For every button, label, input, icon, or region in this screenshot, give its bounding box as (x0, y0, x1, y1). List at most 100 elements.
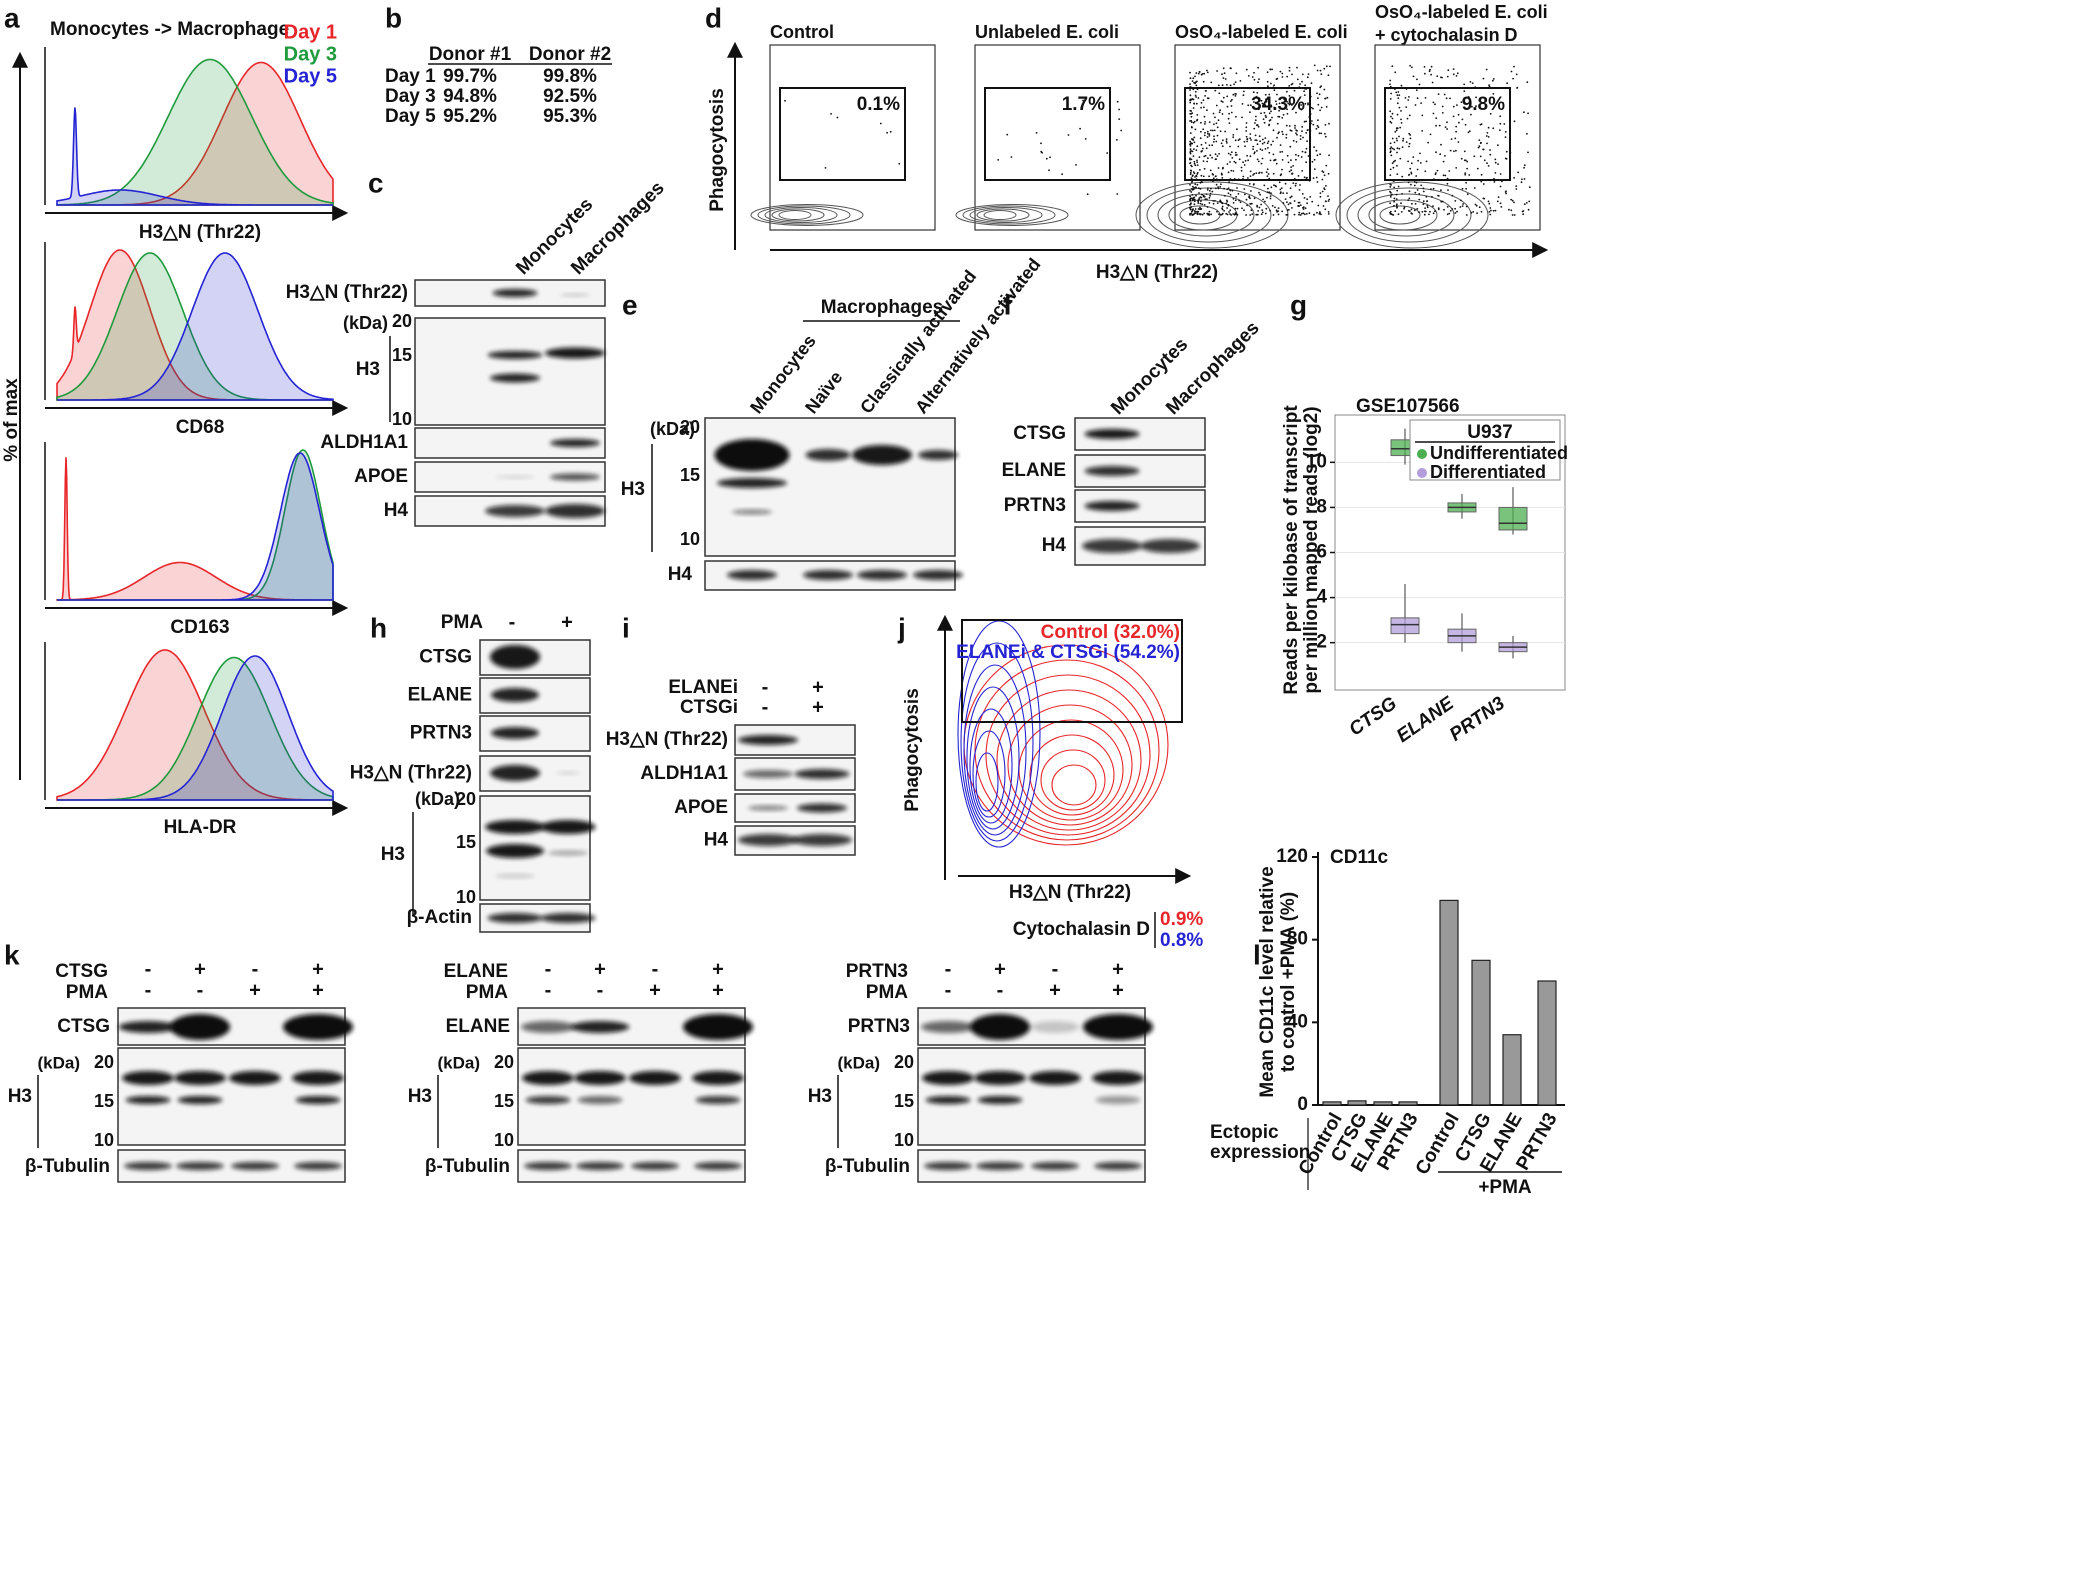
event-dot (1454, 200, 1457, 202)
event-dot (1455, 75, 1458, 77)
event-dot (1277, 213, 1280, 216)
event-dot (1234, 154, 1237, 156)
event-dot (1189, 150, 1192, 153)
event-dot (1193, 141, 1196, 144)
event-dot (1207, 157, 1209, 160)
histogram (56, 58, 334, 206)
event-dot (1415, 175, 1418, 177)
event-dot (1194, 176, 1196, 178)
event-dot (1232, 93, 1235, 96)
event-dot (1197, 202, 1200, 205)
plot-frame (974, 44, 1141, 231)
event-dot (1189, 140, 1191, 143)
event-dot (1396, 173, 1399, 176)
label: 10 (456, 887, 476, 907)
blot-band (521, 1021, 575, 1033)
event-dot (1504, 157, 1507, 160)
event-dot (1396, 147, 1399, 150)
event-dot (1281, 72, 1284, 75)
event-dot (1426, 200, 1428, 203)
label: OsO₄-labeled E. coli (1375, 2, 1548, 22)
event-dot (1328, 198, 1331, 201)
event-dot (1255, 139, 1258, 142)
label: 10 (94, 1130, 114, 1150)
blot-band (1140, 539, 1200, 553)
event-dot (1437, 195, 1440, 197)
contour (983, 210, 1017, 220)
event-dot (1426, 206, 1429, 209)
event-dot (1396, 189, 1399, 192)
event-dot (1454, 212, 1457, 214)
event-dot (1297, 175, 1300, 177)
event-dot (1230, 111, 1233, 114)
label: PRTN3 (848, 1016, 910, 1037)
event-dot (1222, 77, 1225, 79)
contour (974, 659, 1160, 841)
event-dot (1397, 185, 1400, 188)
event-dot (1323, 67, 1326, 70)
event-dot (1189, 145, 1192, 147)
event-dot (1199, 181, 1202, 184)
label: H4 (384, 500, 409, 521)
event-dot (1258, 135, 1261, 138)
event-dot (1249, 104, 1252, 107)
event-dot (1513, 177, 1515, 179)
label: H3 (621, 479, 645, 500)
event-dot (1435, 124, 1437, 127)
label: 10 (494, 1130, 514, 1150)
event-dot (1489, 213, 1492, 216)
event-dot (1269, 68, 1272, 71)
event-dot (1477, 146, 1480, 149)
event-dot (1256, 213, 1259, 216)
event-dot (1222, 96, 1225, 99)
event-dot (1319, 69, 1322, 72)
event-dot (1245, 130, 1248, 132)
event-dot (1215, 187, 1217, 190)
event-dot (1416, 168, 1419, 171)
event-dot (1218, 153, 1220, 155)
event-dot (1209, 194, 1211, 197)
axis-title: per million mapped reads (log2) (1301, 406, 1322, 693)
event-dot (1424, 210, 1426, 213)
event-dot (1232, 170, 1235, 172)
blot-band (122, 1071, 174, 1085)
label: - (652, 958, 659, 980)
event-dot (1434, 103, 1436, 106)
legend-entry: ELANEi & CTSGi (54.2%) (956, 642, 1180, 663)
event-dot (1492, 78, 1495, 80)
event-dot (1248, 87, 1251, 90)
event-dot (1408, 173, 1410, 176)
x-tick-label: PRTN3 (1446, 693, 1509, 746)
event-dot (1457, 141, 1460, 143)
x-tick-label: ELANE (1393, 692, 1459, 747)
contour (1007, 704, 1133, 826)
event-dot (1303, 94, 1306, 96)
label: 99.8% (543, 66, 597, 87)
event-dot (1308, 179, 1311, 182)
event-dot (1298, 213, 1300, 216)
event-dot (1231, 179, 1234, 182)
event-dot (1193, 102, 1195, 105)
event-dot (1439, 153, 1442, 156)
event-dot (1410, 171, 1413, 174)
event-dot (1208, 121, 1211, 123)
event-dot (1202, 175, 1205, 178)
event-dot (1322, 205, 1325, 207)
event-dot (1496, 200, 1499, 203)
blot-band (732, 509, 772, 515)
event-dot (1430, 188, 1432, 191)
event-dot (1408, 210, 1411, 213)
blot-band (918, 450, 958, 460)
blot-band (174, 1071, 226, 1085)
blot-band (717, 478, 787, 488)
label: H3 (356, 359, 380, 380)
event-dot (1191, 165, 1193, 168)
blot-band (922, 1071, 974, 1085)
event-dot (1515, 185, 1518, 188)
event-dot (1220, 183, 1222, 186)
event-dot (1249, 137, 1252, 140)
event-dot (1245, 68, 1248, 71)
blot-band (540, 913, 596, 923)
event-dot (1290, 159, 1292, 162)
